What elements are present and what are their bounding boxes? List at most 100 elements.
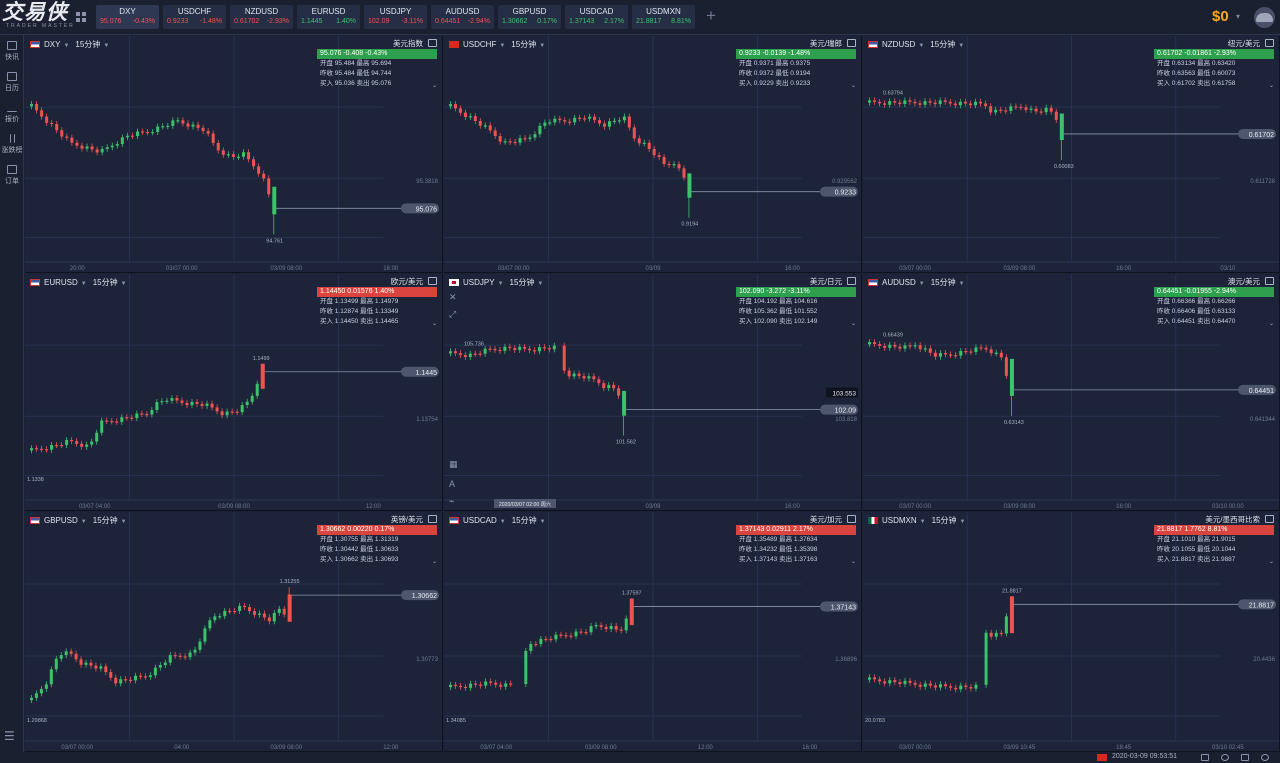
avatar[interactable] — [1254, 7, 1275, 28]
chart-panel-dxy[interactable]: 95.076 95.3818 94.761 20:00 03/07 00:00 03/09… — [25, 36, 443, 273]
chevron-down-icon[interactable]: ▼ — [103, 43, 110, 49]
timeframe-selector[interactable]: 15分钟 — [509, 278, 535, 287]
chevron-down-icon[interactable]: ▼ — [497, 281, 504, 287]
chart-panel-nzdusd[interactable]: 0.61702 0.611728 0.60083 0.63794 03/07 00:00… — [863, 36, 1280, 273]
price-chart[interactable]: 1.30662 1.30773 1.29868 1.31255 03/07 00:00 0… — [25, 512, 443, 752]
ticker-gbpusd[interactable]: GBPUSD 1.30662 0.17% — [498, 5, 561, 29]
chevron-down-icon[interactable]: ▼ — [120, 519, 127, 525]
chart-panel-audusd[interactable]: 0.64451 0.641344 0.63143 0.66439 03/07 00:00… — [863, 274, 1280, 511]
chevron-down-icon[interactable]: ⌄ — [431, 321, 437, 327]
chevron-down-icon[interactable]: ⌄ — [850, 559, 856, 565]
ticker-usdjpy[interactable]: USDJPY 102.09 -3.11% — [364, 5, 427, 29]
settings-icon[interactable] — [428, 39, 437, 47]
chevron-down-icon[interactable]: ▼ — [919, 519, 926, 525]
settings-icon[interactable] — [847, 515, 856, 523]
pulse-icon[interactable]: ⌁ — [449, 496, 455, 506]
chevron-down-icon[interactable]: ⌄ — [431, 559, 437, 565]
camera-icon[interactable] — [1221, 754, 1229, 761]
price-chart[interactable]: 95.076 95.3818 94.761 20:00 03/07 00:00 03/09… — [25, 36, 443, 273]
text-tool-icon[interactable]: A — [449, 479, 456, 489]
ticker-usdcad[interactable]: USDCAD 1.37143 2.17% — [565, 5, 628, 29]
symbol-selector[interactable]: GBPUSD — [44, 516, 78, 525]
close-icon[interactable]: ✕ — [449, 292, 457, 302]
chevron-down-icon[interactable]: ▼ — [918, 281, 925, 287]
chevron-down-icon[interactable]: ▼ — [499, 519, 506, 525]
chart-panel-usdmxn[interactable]: 21.8817 20.4436 20.0783 21.8817 03/07 00:00 0… — [863, 512, 1280, 752]
symbol-selector[interactable]: USDCAD — [463, 516, 497, 525]
sidebar-item-calendar[interactable]: 日历 — [0, 70, 24, 100]
ticker-eurusd[interactable]: EURUSD 1.1445 1.40% — [297, 5, 360, 29]
chart-panel-gbpusd[interactable]: 1.30662 1.30773 1.29868 1.31255 03/07 00:00 0… — [25, 512, 443, 752]
timeframe-selector[interactable]: 15分钟 — [930, 278, 956, 287]
chevron-down-icon[interactable]: ▼ — [959, 519, 966, 525]
chevron-down-icon[interactable]: ⌄ — [850, 321, 856, 327]
chevron-down-icon[interactable]: ⌄ — [431, 83, 437, 89]
chevron-down-icon[interactable]: ⌄ — [1268, 559, 1274, 565]
timeframe-selector[interactable]: 15分钟 — [92, 278, 118, 287]
settings-icon[interactable] — [428, 277, 437, 285]
chevron-down-icon[interactable]: ▼ — [537, 281, 544, 287]
symbol-selector[interactable]: NZDUSD — [882, 40, 916, 49]
chevron-down-icon[interactable]: ▼ — [958, 43, 965, 49]
symbol-selector[interactable]: USDJPY — [463, 278, 495, 287]
symbol-selector[interactable]: AUDUSD — [882, 278, 916, 287]
settings-icon[interactable] — [1265, 39, 1274, 47]
chart-panel-usdjpy[interactable]: 102.09103.818101.562105.73603/0703/0916:… — [444, 274, 862, 511]
ticker-dxy[interactable]: DXY 95.076 -0.43% — [96, 5, 159, 29]
gear-icon[interactable] — [1261, 754, 1269, 761]
chevron-down-icon[interactable]: ⌄ — [1268, 83, 1274, 89]
timeframe-selector[interactable]: 15分钟 — [930, 40, 956, 49]
sidebar-item-movers[interactable]: 涨跌榜 — [0, 132, 24, 162]
chevron-down-icon[interactable]: ⌄ — [850, 83, 856, 89]
price-chart[interactable]: 0.9233 0.929562 0.9194 03/07 00:00 03/09 16:0… — [444, 36, 862, 273]
timeframe-selector[interactable]: 15分钟 — [511, 40, 537, 49]
price-chart[interactable]: 102.09103.818101.562105.73603/0703/0916:… — [444, 274, 862, 511]
price-chart[interactable]: 0.61702 0.611728 0.60083 0.63794 03/07 00:00… — [863, 36, 1280, 273]
symbol-selector[interactable]: EURUSD — [44, 278, 78, 287]
ticker-nzdusd[interactable]: NZDUSD 0.61702 -2.93% — [230, 5, 293, 29]
chevron-down-icon[interactable]: ▼ — [539, 519, 546, 525]
ticker-usdmxn[interactable]: USDMXN 21.8817 8.81% — [632, 5, 695, 29]
sidebar-item-news[interactable]: 快讯 — [0, 39, 24, 69]
chevron-down-icon[interactable]: ▼ — [499, 43, 506, 49]
chevron-down-icon[interactable]: ▼ — [63, 43, 70, 49]
chart-panel-eurusd[interactable]: 1.1445 1.13754 1.1338 1.1499 03/07 04:00 03/0… — [25, 274, 443, 511]
fullscreen-icon[interactable] — [1241, 754, 1249, 761]
settings-icon[interactable] — [1265, 277, 1274, 285]
add-symbol-button[interactable]: + — [706, 6, 716, 25]
settings-icon[interactable] — [847, 39, 856, 47]
account-balance[interactable]: $0 — [1212, 8, 1229, 25]
timeframe-selector[interactable]: 15分钟 — [511, 516, 537, 525]
expand-icon[interactable]: ⤢ — [449, 309, 457, 319]
settings-icon[interactable] — [1265, 515, 1274, 523]
chevron-down-icon[interactable]: ⌄ — [1268, 321, 1274, 327]
calendar-icon[interactable] — [1201, 754, 1209, 761]
timeframe-selector[interactable]: 15分钟 — [92, 516, 118, 525]
chevron-down-icon[interactable]: ▼ — [539, 43, 546, 49]
symbol-selector[interactable]: DXY — [44, 40, 61, 49]
timeframe-selector[interactable]: 15分钟 — [75, 40, 101, 49]
chevron-down-icon[interactable]: ▼ — [80, 281, 87, 287]
price-chart[interactable]: 1.1445 1.13754 1.1338 1.1499 03/07 04:00 03/0… — [25, 274, 443, 511]
price-chart[interactable]: 0.64451 0.641344 0.63143 0.66439 03/07 00:00… — [863, 274, 1280, 511]
sidebar-item-orders[interactable]: 订单 — [0, 163, 24, 193]
indicator-icon[interactable]: ▦ — [449, 459, 458, 469]
symbol-selector[interactable]: USDMXN — [882, 516, 917, 525]
menu-icon[interactable]: ☰ — [4, 729, 15, 743]
ticker-audusd[interactable]: AUDUSD 0.64451 -2.94% — [431, 5, 494, 29]
chevron-down-icon[interactable]: ▼ — [120, 281, 127, 287]
ticker-usdchf[interactable]: USDCHF 0.9233 -1.48% — [163, 5, 226, 29]
symbol-selector[interactable]: USDCHF — [463, 40, 497, 49]
price-chart[interactable]: 21.8817 20.4436 20.0783 21.8817 03/07 00:00 0… — [863, 512, 1280, 752]
app-logo[interactable]: 交易侠 TRADER MASTER — [2, 2, 90, 33]
sidebar-item-quotes[interactable]: 报价 — [0, 101, 24, 131]
chevron-down-icon[interactable]: ▼ — [918, 43, 925, 49]
timeframe-selector[interactable]: 15分钟 — [931, 516, 957, 525]
chevron-down-icon[interactable]: ▼ — [958, 281, 965, 287]
chart-panel-usdchf[interactable]: 0.9233 0.929562 0.9194 03/07 00:00 03/09 16:0… — [444, 36, 862, 273]
settings-icon[interactable] — [428, 515, 437, 523]
settings-icon[interactable] — [847, 277, 856, 285]
price-chart[interactable]: 1.37143 1.36896 1.34085 1.37597 03/07 04:00 0… — [444, 512, 862, 752]
chart-panel-usdcad[interactable]: 1.37143 1.36896 1.34085 1.37597 03/07 04:00 0… — [444, 512, 862, 752]
grid-menu-icon[interactable] — [76, 12, 86, 22]
